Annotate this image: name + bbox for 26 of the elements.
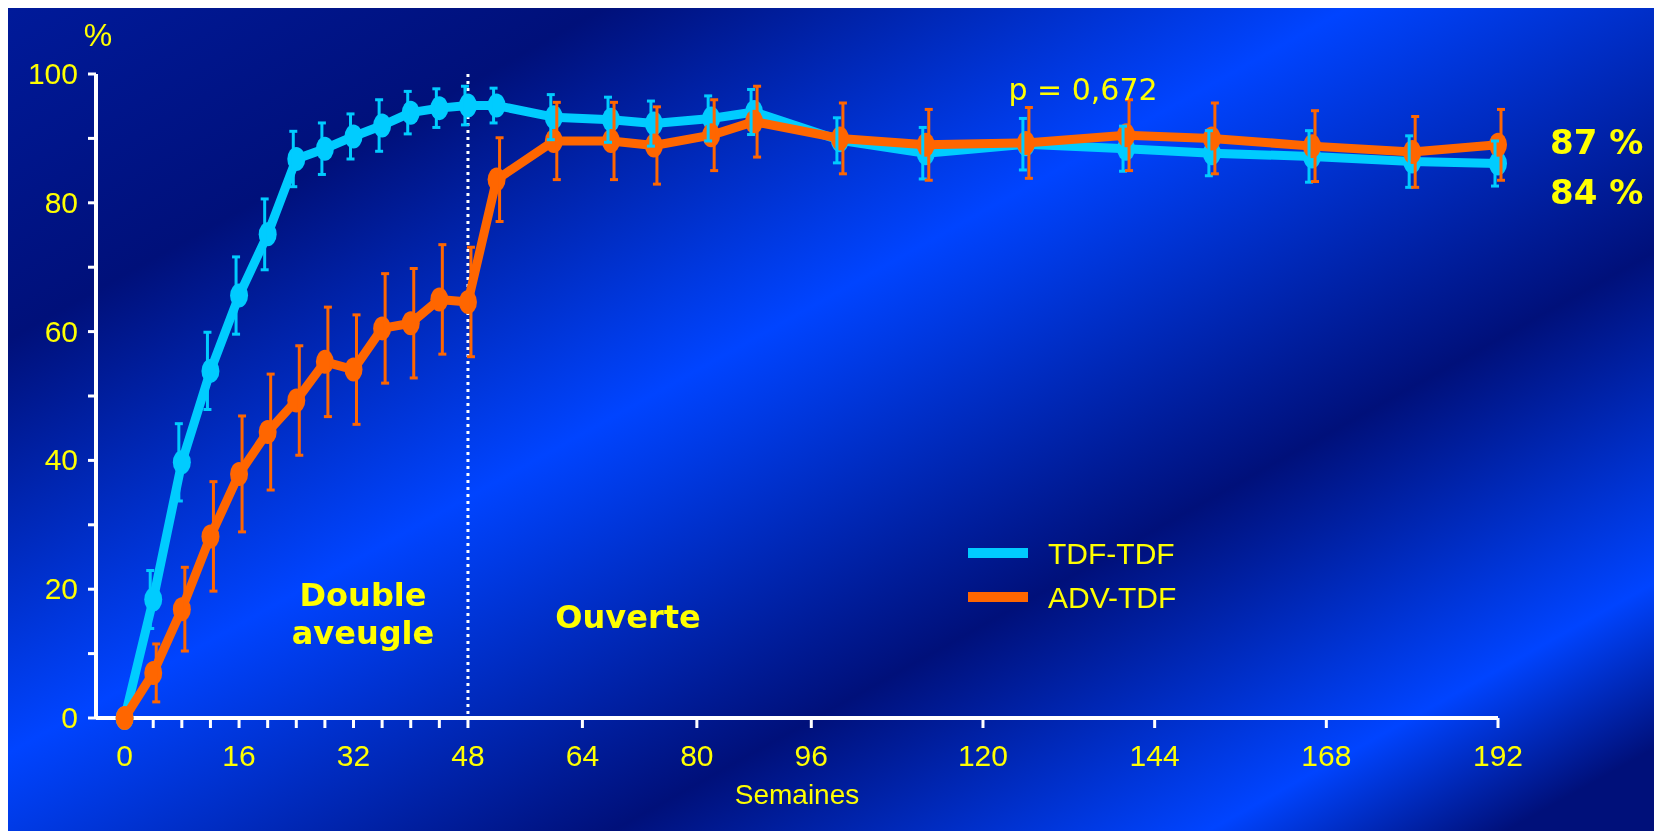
x-tick-label: 120 xyxy=(957,739,1009,772)
y-axis-title: % xyxy=(83,17,113,53)
y-tick-label: 20 xyxy=(44,572,78,606)
x-tick-label: 48 xyxy=(451,739,485,772)
x-tick-label: 96 xyxy=(794,739,828,772)
annotation: Double aveugle xyxy=(291,576,435,653)
x-tick-label: 144 xyxy=(1129,739,1180,772)
text: 87 % xyxy=(1550,122,1644,162)
x-tick-label: 80 xyxy=(680,739,714,772)
x-tick-label: 192 xyxy=(1472,739,1524,772)
y-tick-label: 0 xyxy=(61,701,78,734)
y-tick-label: 60 xyxy=(44,314,78,348)
x-tick-label: 64 xyxy=(565,739,600,772)
x-axis-title: Semaines xyxy=(734,779,860,810)
y-tick-label: 100 xyxy=(27,57,78,90)
legend-label: ADV-TDF xyxy=(1048,581,1177,614)
x-tick-label: 0 xyxy=(116,739,133,772)
legend-label: TDF-TDF xyxy=(1048,537,1175,570)
text: 84 % xyxy=(1550,172,1644,212)
annotation: p = 0,672 xyxy=(1008,72,1158,107)
annotation: Ouverte xyxy=(555,598,701,636)
y-tick-label: 40 xyxy=(44,443,78,477)
x-tick-label: 16 xyxy=(222,739,256,772)
x-tick-label: 32 xyxy=(336,739,371,772)
y-tick-label: 80 xyxy=(44,185,78,219)
x-tick-label: 168 xyxy=(1301,739,1352,772)
